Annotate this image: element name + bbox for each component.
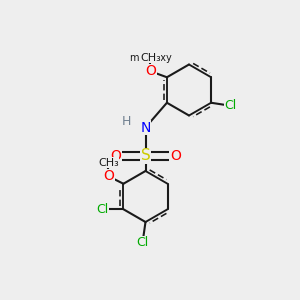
Text: CH₃: CH₃ xyxy=(98,158,119,168)
Text: Cl: Cl xyxy=(136,236,148,250)
Text: O: O xyxy=(103,169,114,183)
Text: S: S xyxy=(141,148,150,164)
Text: methoxy: methoxy xyxy=(129,53,172,63)
Text: O: O xyxy=(145,64,156,78)
Text: O: O xyxy=(110,149,121,163)
Text: Cl: Cl xyxy=(224,99,237,112)
Text: O: O xyxy=(145,64,156,78)
Text: CH₃: CH₃ xyxy=(140,53,161,63)
Text: N: N xyxy=(140,121,151,134)
Text: Cl: Cl xyxy=(96,203,109,216)
Text: H: H xyxy=(121,115,131,128)
Text: O: O xyxy=(170,149,181,163)
